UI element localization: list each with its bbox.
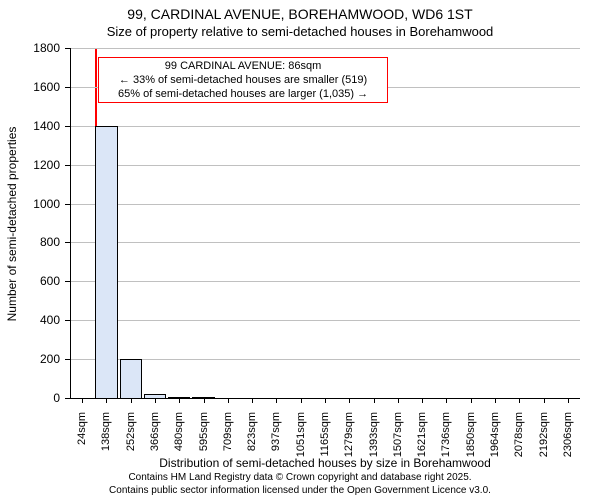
y-tick-label: 1800 xyxy=(0,41,60,55)
x-tick-label: 1393sqm xyxy=(368,412,380,482)
y-axis-line xyxy=(70,48,71,398)
x-tick-label: 366sqm xyxy=(149,412,161,482)
annotation-line2: ← 33% of semi-detached houses are smalle… xyxy=(101,73,385,87)
x-tick-label: 480sqm xyxy=(173,412,185,482)
x-tick-label: 1736sqm xyxy=(440,412,452,482)
x-tick-label: 595sqm xyxy=(198,412,210,482)
y-grid-line xyxy=(70,320,580,321)
annotation-line1: 99 CARDINAL AVENUE: 86sqm xyxy=(101,59,385,73)
y-tick-label: 200 xyxy=(0,352,60,366)
y-grid-line xyxy=(70,281,580,282)
y-grid-line xyxy=(70,242,580,243)
x-tick-label: 2078sqm xyxy=(513,412,525,482)
footer-line2: Contains public sector information licen… xyxy=(0,485,600,496)
annotation-box: 99 CARDINAL AVENUE: 86sqm ← 33% of semi-… xyxy=(98,57,388,103)
y-tick-label: 1400 xyxy=(0,119,60,133)
y-tick-label: 1600 xyxy=(0,80,60,94)
chart-title-line1: 99, CARDINAL AVENUE, BOREHAMWOOD, WD6 1S… xyxy=(0,6,600,22)
y-axis-label: Number of semi-detached properties xyxy=(5,49,19,399)
histogram-bar xyxy=(95,126,117,398)
y-tick-label: 400 xyxy=(0,313,60,327)
y-grid-line xyxy=(70,48,580,49)
y-grid-line xyxy=(70,204,580,205)
histogram-bar xyxy=(120,359,142,398)
x-tick-label: 1279sqm xyxy=(343,412,355,482)
y-grid-line xyxy=(70,359,580,360)
x-tick-label: 1964sqm xyxy=(489,412,501,482)
y-grid-line xyxy=(70,126,580,127)
y-tick-label: 1000 xyxy=(0,197,60,211)
x-tick-label: 1165sqm xyxy=(319,412,331,482)
x-tick-label: 2306sqm xyxy=(562,412,574,482)
annotation-line3: 65% of semi-detached houses are larger (… xyxy=(101,87,385,101)
y-tick-label: 800 xyxy=(0,235,60,249)
y-grid-line xyxy=(70,165,580,166)
x-tick-label: 1051sqm xyxy=(295,412,307,482)
x-tick-label: 2192sqm xyxy=(538,412,550,482)
x-tick-label: 709sqm xyxy=(222,412,234,482)
chart-title-line2: Size of property relative to semi-detach… xyxy=(0,24,600,39)
x-tick-label: 1621sqm xyxy=(416,412,428,482)
plot-area: 99 CARDINAL AVENUE: 86sqm ← 33% of semi-… xyxy=(70,48,580,398)
x-tick-label: 937sqm xyxy=(270,412,282,482)
x-tick-label: 823sqm xyxy=(246,412,258,482)
chart-root: { "canvas": { "width": 600, "height": 50… xyxy=(0,0,600,500)
x-tick-label: 138sqm xyxy=(100,412,112,482)
x-axis-line xyxy=(70,398,580,399)
y-tick-label: 1200 xyxy=(0,158,60,172)
y-tick-label: 600 xyxy=(0,274,60,288)
x-tick-label: 1507sqm xyxy=(392,412,404,482)
x-tick-label: 1850sqm xyxy=(465,412,477,482)
x-tick-label: 252sqm xyxy=(125,412,137,482)
x-tick-label: 24sqm xyxy=(76,412,88,482)
y-tick-label: 0 xyxy=(0,391,60,405)
